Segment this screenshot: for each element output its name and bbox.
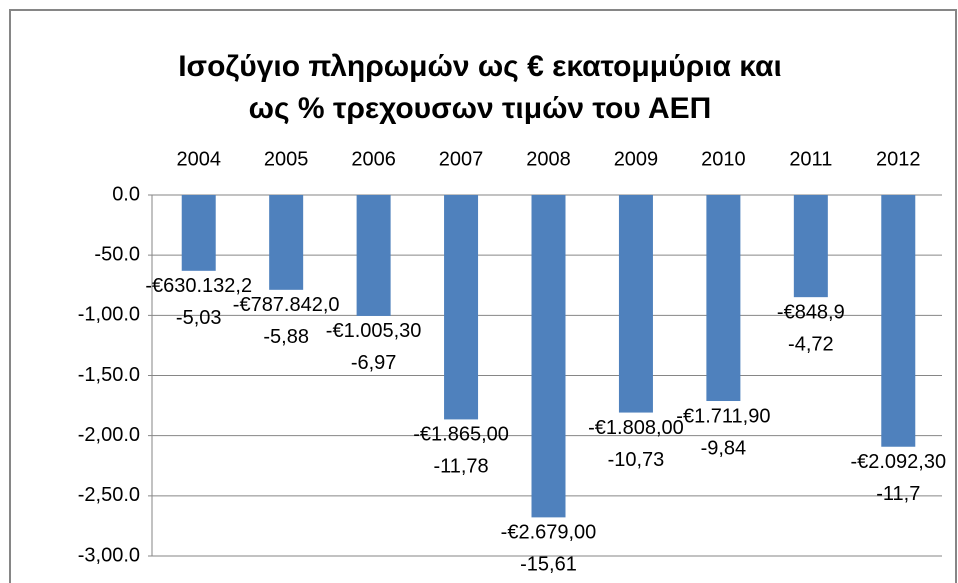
y-tick-label: -1,00.0: [78, 304, 140, 326]
data-label: -€2.092,30: [850, 451, 946, 473]
x-tick-label: 2009: [614, 148, 659, 170]
y-tick-label: -50.0: [94, 243, 140, 265]
x-tick-label: 2011: [789, 148, 832, 170]
data-label: -€1.711,90: [676, 405, 770, 427]
data-label: -€1.808,00: [588, 417, 684, 439]
bar: [531, 195, 566, 518]
data-label: -€1.865,00: [413, 424, 509, 446]
percent-label: -11,78: [433, 456, 488, 478]
percent-label: -11,7: [876, 483, 920, 505]
percent-label: -4,72: [788, 333, 834, 355]
y-tick-label: -1,50.0: [78, 364, 140, 386]
bar: [444, 195, 479, 420]
data-label: -€2.679,00: [501, 522, 597, 544]
y-tick-label: 0.0: [112, 183, 140, 205]
percent-label: -6,97: [351, 352, 397, 374]
data-label: -€848,9: [777, 301, 845, 323]
x-tick-label: 2008: [526, 148, 571, 170]
x-tick-label: 2012: [876, 148, 921, 170]
bar: [618, 195, 653, 413]
bar: [881, 195, 916, 447]
x-tick-label: 2010: [701, 148, 746, 170]
y-tick-label: -3,00.0: [78, 544, 140, 566]
percent-label: -10,73: [608, 449, 665, 471]
y-tick-label: -2,50.0: [78, 484, 140, 506]
chart-title: Ισοζύγιο πληρωμών ως € εκατομμύρια και: [178, 50, 782, 83]
data-label: -€1.005,30: [326, 320, 422, 342]
data-label: -€630.132,2: [145, 275, 252, 297]
x-tick-label: 2006: [351, 148, 396, 170]
percent-label: -15,61: [520, 554, 577, 576]
bar: [181, 195, 216, 271]
bar: [793, 195, 828, 298]
x-tick-label: 2007: [439, 148, 484, 170]
data-label: -€787.842,0: [233, 294, 340, 316]
bar: [706, 195, 741, 402]
x-tick-label: 2005: [264, 148, 309, 170]
bar: [356, 195, 391, 316]
percent-label: -5,03: [176, 307, 222, 329]
percent-label: -5,88: [263, 326, 309, 348]
chart-subtitle: ως % τρεχουσων τιμών του ΑΕΠ: [249, 92, 712, 125]
percent-label: -9,84: [701, 437, 747, 459]
x-tick-label: 2004: [176, 148, 221, 170]
bar: [269, 195, 304, 290]
y-tick-label: -2,00.0: [78, 424, 140, 446]
